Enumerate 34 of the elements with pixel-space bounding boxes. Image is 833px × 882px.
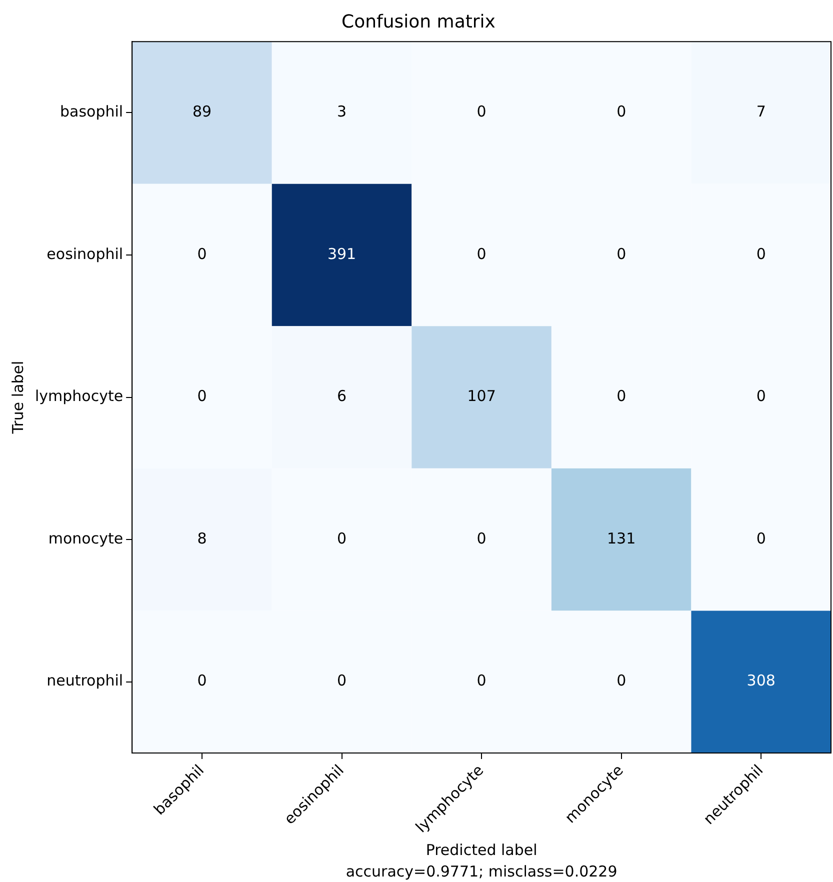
data-label: 3 (336, 102, 347, 121)
y-tick-label: lymphocyte (34, 387, 124, 406)
y-tick-label: basophil (60, 102, 124, 121)
data-label: 391 (327, 244, 356, 263)
data-label: 308 (746, 672, 776, 690)
data-label: 6 (336, 387, 347, 406)
data-label: 0 (756, 244, 766, 263)
data-label: 8 (197, 529, 207, 548)
data-label: 0 (616, 672, 626, 690)
data-label: 0 (616, 102, 626, 121)
text: accuracy=0.9771; misclass=0.0229 (346, 862, 618, 880)
y-tick-label: eosinophil (46, 244, 124, 263)
data-label: 0 (476, 529, 486, 548)
chart-title: Confusion matrix (342, 11, 496, 32)
data-label: 131 (607, 529, 636, 548)
data-label: 0 (336, 529, 347, 548)
data-label: 89 (192, 102, 212, 121)
y-tick-label: neutrophil (46, 672, 124, 690)
data-label: 0 (476, 102, 486, 121)
data-label: 0 (756, 529, 766, 548)
data-label: 107 (467, 387, 496, 406)
data-label: 0 (336, 672, 347, 690)
y-tick-label: monocyte (48, 529, 124, 548)
data-label: 0 (197, 672, 207, 690)
y-axis-title: True label (8, 360, 27, 435)
data-label: 0 (616, 244, 626, 263)
data-label: 0 (476, 672, 486, 690)
data-label: 0 (197, 244, 207, 263)
x-axis-title: Predicted label (426, 840, 538, 859)
data-label: 7 (756, 102, 766, 121)
data-label: 0 (476, 244, 486, 263)
data-label: 0 (197, 387, 207, 406)
data-label: 0 (616, 387, 626, 406)
data-label: 0 (756, 387, 766, 406)
